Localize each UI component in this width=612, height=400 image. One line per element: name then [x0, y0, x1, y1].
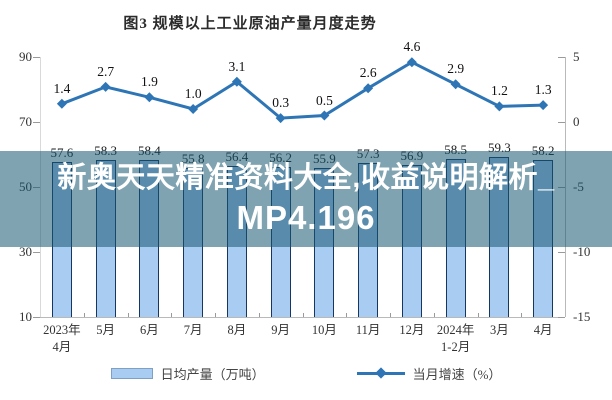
x-axis-category-label: 3月 — [489, 323, 509, 337]
line-value-label: 2.6 — [359, 65, 377, 81]
x-axis-category-label: 5月 — [96, 323, 116, 337]
x-axis-tick — [258, 313, 260, 317]
x-axis-tick — [390, 313, 391, 317]
diamond-marker-icon — [188, 104, 199, 114]
line-series-label: 当月增速（%） — [412, 366, 502, 382]
x-axis-tick — [127, 313, 129, 317]
x-axis-tick — [83, 313, 85, 317]
diamond-marker-icon — [56, 98, 67, 109]
left-axis-tick — [33, 57, 40, 58]
right-axis-tick — [558, 252, 565, 253]
right-axis-tick — [558, 317, 565, 318]
line-value-label: 3.1 — [228, 58, 246, 74]
legend-item-bar-series: 日均产量（万吨） — [110, 364, 265, 383]
left-axis-tick — [33, 122, 40, 123]
x-axis-category-label: 9月 — [271, 323, 291, 337]
left-axis-tick-label: 90 — [19, 49, 32, 64]
x-axis-tick — [171, 313, 173, 317]
x-axis-tick — [346, 313, 348, 317]
watermark-banner: 新奥天天精准资料大全,收益说明解析_ MP4.196 — [0, 151, 612, 247]
diamond-marker-icon — [406, 57, 417, 68]
x-axis-category-label: 4月 — [533, 323, 553, 337]
line-value-label: 2.9 — [447, 61, 465, 77]
line-value-label: 1.4 — [53, 80, 71, 96]
line-value-label: 1.3 — [534, 82, 552, 98]
right-axis-tick-label: -10 — [573, 244, 591, 259]
line-value-label: 1.9 — [140, 74, 158, 90]
x-axis-category-label: 2024年 1-2月 — [436, 323, 475, 354]
x-axis-tick — [433, 313, 435, 317]
left-axis-tick-label: 70 — [19, 114, 32, 129]
x-axis-category-label: 11月 — [355, 323, 381, 337]
x-axis-category-label: 7月 — [183, 323, 203, 337]
diamond-marker-icon — [494, 101, 505, 112]
diamond-marker-icon — [231, 76, 242, 87]
x-axis-tick — [215, 313, 216, 317]
x-axis-tick — [477, 313, 479, 317]
legend-item-line-series: 当月增速（%） — [356, 364, 502, 383]
left-axis-tick — [33, 317, 40, 318]
x-axis-tick — [302, 313, 304, 317]
left-axis-tick-label: 10 — [19, 309, 32, 324]
right-axis-tick — [558, 122, 565, 123]
x-axis-category-label: 2023年 4月 — [43, 323, 81, 354]
left-axis-tick — [33, 252, 40, 253]
x-axis-line — [40, 317, 565, 318]
line-value-label: 1.2 — [490, 83, 508, 99]
x-axis-category-label: 6月 — [139, 323, 159, 337]
right-axis-tick-label: -15 — [573, 309, 591, 324]
diamond-marker-icon — [450, 79, 461, 90]
right-axis-tick-label: 5 — [573, 49, 580, 64]
line-value-label: 1.0 — [184, 86, 202, 101]
x-axis-category-label: 12月 — [399, 323, 425, 337]
line-path — [61, 60, 544, 120]
line-value-label: 0.3 — [272, 95, 290, 111]
right-axis-tick-label: 0 — [573, 114, 580, 129]
line-series-swatch-icon — [356, 367, 405, 379]
x-axis-tick — [521, 313, 523, 317]
watermark-text-line1: 新奥天天精准资料大全,收益说明解析_ — [57, 162, 555, 195]
line-value-label: 4.6 — [403, 39, 421, 55]
bar-series-label: 日均产量（万吨） — [160, 366, 265, 382]
right-axis-tick — [558, 57, 565, 58]
diamond-marker-icon — [363, 83, 374, 94]
line-value-label: 0.5 — [315, 92, 333, 108]
diamond-marker-icon — [275, 113, 286, 124]
diamond-marker-icon — [319, 110, 330, 121]
diamond-marker-icon — [538, 100, 549, 111]
bar-series-swatch-icon — [110, 367, 153, 379]
watermark-text-line2: MP4.196 — [236, 199, 376, 237]
x-axis-category-label: 10月 — [311, 323, 337, 337]
diamond-marker-icon — [100, 81, 111, 92]
left-axis-tick-label: 30 — [19, 244, 32, 259]
diamond-marker-icon — [374, 367, 387, 379]
x-axis-category-label: 8月 — [227, 323, 247, 337]
diamond-marker-icon — [144, 92, 155, 103]
line-value-label: 2.7 — [97, 63, 115, 79]
chart-legend: 日均产量（万吨） 当月增速（%） — [0, 360, 612, 386]
chart-title: 图3 规模以上工业原油产量月度走势 — [123, 16, 377, 32]
